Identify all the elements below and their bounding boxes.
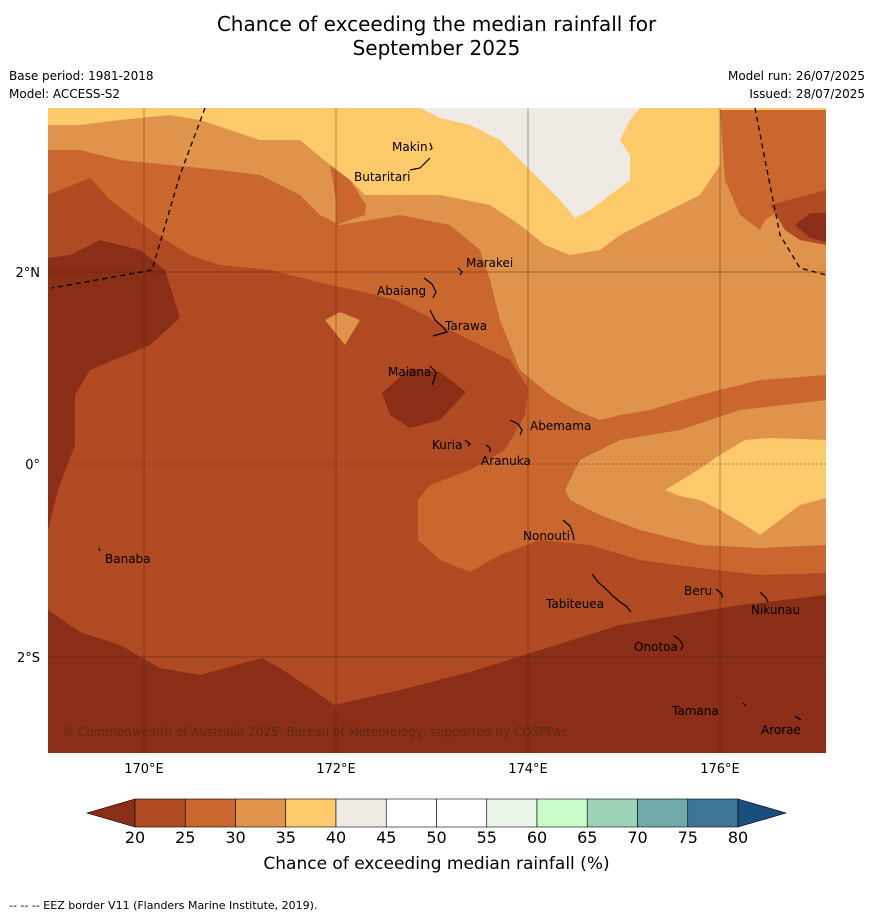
islands xyxy=(98,142,802,721)
graticule xyxy=(48,108,826,753)
colorbar-segment xyxy=(436,798,488,828)
place-labels: Makin Butaritari Marakei Abaiang Tarawa … xyxy=(105,140,801,737)
model-run: Model run: 26/07/2025 xyxy=(727,69,865,83)
lon-tick-172: 172°E xyxy=(316,762,356,777)
label-makin: Makin xyxy=(392,140,428,154)
eez-border xyxy=(51,108,826,289)
lon-tick-176: 176°E xyxy=(700,762,740,777)
label-nikunau: Nikunau xyxy=(751,603,800,617)
colorbar-segment xyxy=(184,798,236,828)
colorbar-segment xyxy=(536,798,588,828)
eez-footer-note: -- -- -- EEZ border V11 (Flanders Marine… xyxy=(9,899,318,912)
label-arorae: Arorae xyxy=(761,723,801,737)
colorbar-segment xyxy=(134,798,186,828)
model-name: Model: ACCESS-S2 xyxy=(9,87,121,101)
colorbar-tick: 35 xyxy=(276,828,296,847)
region-40-45 xyxy=(48,108,826,255)
chart-title: Chance of exceeding the median rainfall … xyxy=(0,12,873,60)
colorbar-tick: 55 xyxy=(477,828,497,847)
copyright-notice: © Commonwealth of Australia 2025, Bureau… xyxy=(62,725,567,739)
colorbar-segment xyxy=(235,798,287,828)
label-abemama: Abemama xyxy=(530,419,591,433)
colorbar-tick: 20 xyxy=(125,828,145,847)
lat-tick-0: 0° xyxy=(25,458,40,473)
label-onotoa: Onotoa xyxy=(634,640,678,654)
colorbar-segment xyxy=(586,798,638,828)
label-kuria: Kuria xyxy=(432,438,463,452)
colorbar-tick: 80 xyxy=(728,828,748,847)
colorbar-tick: 45 xyxy=(376,828,396,847)
meta-left: Base period: 1981-2018 Model: ACCESS-S2 xyxy=(9,67,154,103)
label-abaiang: Abaiang xyxy=(377,284,426,298)
colorbar-segment xyxy=(486,798,538,828)
colorbar-segment xyxy=(637,798,689,828)
colorbar-extend-high xyxy=(737,798,788,828)
colorbar-tick: 40 xyxy=(326,828,346,847)
colorbar-tick: 65 xyxy=(577,828,597,847)
region-45-50 xyxy=(420,108,640,218)
meta-right: Model run: 26/07/2025 Issued: 28/07/2025 xyxy=(728,67,865,103)
label-tarawa: Tarawa xyxy=(444,319,487,333)
colorbar-tick: 70 xyxy=(627,828,647,847)
label-beru: Beru xyxy=(684,584,712,598)
colorbar-segment xyxy=(285,798,337,828)
map-area: © Commonwealth of Australia 2025, Bureau… xyxy=(48,108,826,753)
title-line-1: Chance of exceeding the median rainfall … xyxy=(216,12,657,36)
issued-date: Issued: 28/07/2025 xyxy=(749,87,865,101)
colorbar-tick: 60 xyxy=(527,828,547,847)
label-butaritari: Butaritari xyxy=(354,170,411,184)
lat-ticks: 2°N 0° 2°S xyxy=(16,266,41,666)
colorbar-segment xyxy=(385,798,437,828)
label-aranuka: Aranuka xyxy=(481,454,531,468)
colorbar-tick: 75 xyxy=(678,828,698,847)
lat-tick-2n: 2°N xyxy=(16,266,41,281)
colorbar-segment xyxy=(335,798,387,828)
label-tamana: Tamana xyxy=(671,704,719,718)
label-maiana: Maiana xyxy=(388,365,431,379)
colorbar-label: Chance of exceeding median rainfall (%) xyxy=(263,854,610,874)
base-period: Base period: 1981-2018 xyxy=(9,69,154,83)
label-marakei: Marakei xyxy=(466,256,513,270)
colorbar-extend-low xyxy=(85,798,136,828)
lon-tick-174: 174°E xyxy=(508,762,548,777)
label-banaba: Banaba xyxy=(105,552,151,566)
lon-tick-170: 170°E xyxy=(124,762,164,777)
colorbar: 20 25 30 35 40 45 50 55 60 65 70 75 80 xyxy=(85,798,788,847)
colorbar-tick: 25 xyxy=(175,828,195,847)
colorbar-tick: 50 xyxy=(426,828,446,847)
lat-tick-2s: 2°S xyxy=(17,651,40,666)
colorbar-segment xyxy=(687,798,739,828)
title-line-2: September 2025 xyxy=(352,36,521,60)
colorbar-tick: 30 xyxy=(225,828,245,847)
label-tabiteuea: Tabiteuea xyxy=(545,597,604,611)
lon-ticks: 170°E 172°E 174°E 176°E xyxy=(124,762,740,777)
label-nonouti: Nonouti xyxy=(523,529,570,543)
